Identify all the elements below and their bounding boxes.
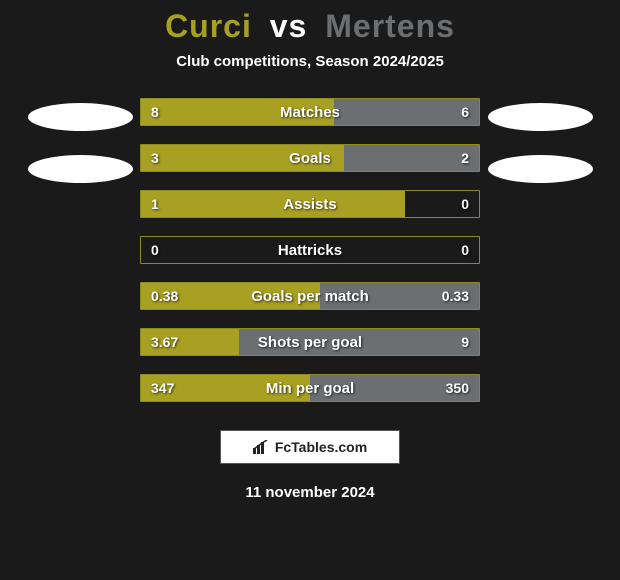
stat-row: 32Goals — [140, 144, 480, 172]
left-avatar-column — [20, 98, 140, 207]
player2-avatar-placeholder — [488, 103, 593, 131]
stat-bars: 86Matches32Goals10Assists00Hattricks0.38… — [140, 98, 480, 420]
title: Curci vs Mertens — [165, 8, 455, 45]
player2-name: Mertens — [325, 8, 455, 44]
stat-fill-left — [141, 99, 334, 125]
stat-fill-right — [334, 99, 479, 125]
stat-fill-left — [141, 191, 405, 217]
player2-club-placeholder — [488, 155, 593, 183]
stat-fill-right — [344, 145, 479, 171]
stat-row: 0.380.33Goals per match — [140, 282, 480, 310]
stat-fill-right — [310, 375, 479, 401]
player1-avatar-placeholder — [28, 103, 133, 131]
stat-fill-right — [320, 283, 479, 309]
stat-fill-left — [141, 283, 320, 309]
stat-value-right: 0 — [461, 237, 469, 263]
date: 11 november 2024 — [245, 484, 374, 501]
player1-name: Curci — [165, 8, 252, 44]
stat-fill-right — [239, 329, 479, 355]
stat-value-left: 0 — [151, 237, 159, 263]
stat-fill-left — [141, 145, 344, 171]
stat-fill-left — [141, 375, 310, 401]
chart-icon — [253, 440, 269, 454]
branding-badge: FcTables.com — [220, 430, 400, 464]
stat-row: 3.679Shots per goal — [140, 328, 480, 356]
right-avatar-column — [480, 98, 600, 207]
branding-text: FcTables.com — [275, 439, 367, 455]
title-vs: vs — [270, 8, 308, 44]
body-row: 86Matches32Goals10Assists00Hattricks0.38… — [0, 98, 620, 420]
stat-label: Hattricks — [141, 237, 479, 263]
stat-row: 86Matches — [140, 98, 480, 126]
subtitle: Club competitions, Season 2024/2025 — [176, 53, 444, 70]
stat-row: 347350Min per goal — [140, 374, 480, 402]
stat-row: 0 0Hattricks — [140, 236, 480, 264]
comparison-infographic: Curci vs Mertens Club competitions, Seas… — [0, 0, 620, 580]
stat-value-right: 0 — [461, 191, 469, 217]
player1-club-placeholder — [28, 155, 133, 183]
stat-fill-left — [141, 329, 239, 355]
stat-row: 10Assists — [140, 190, 480, 218]
